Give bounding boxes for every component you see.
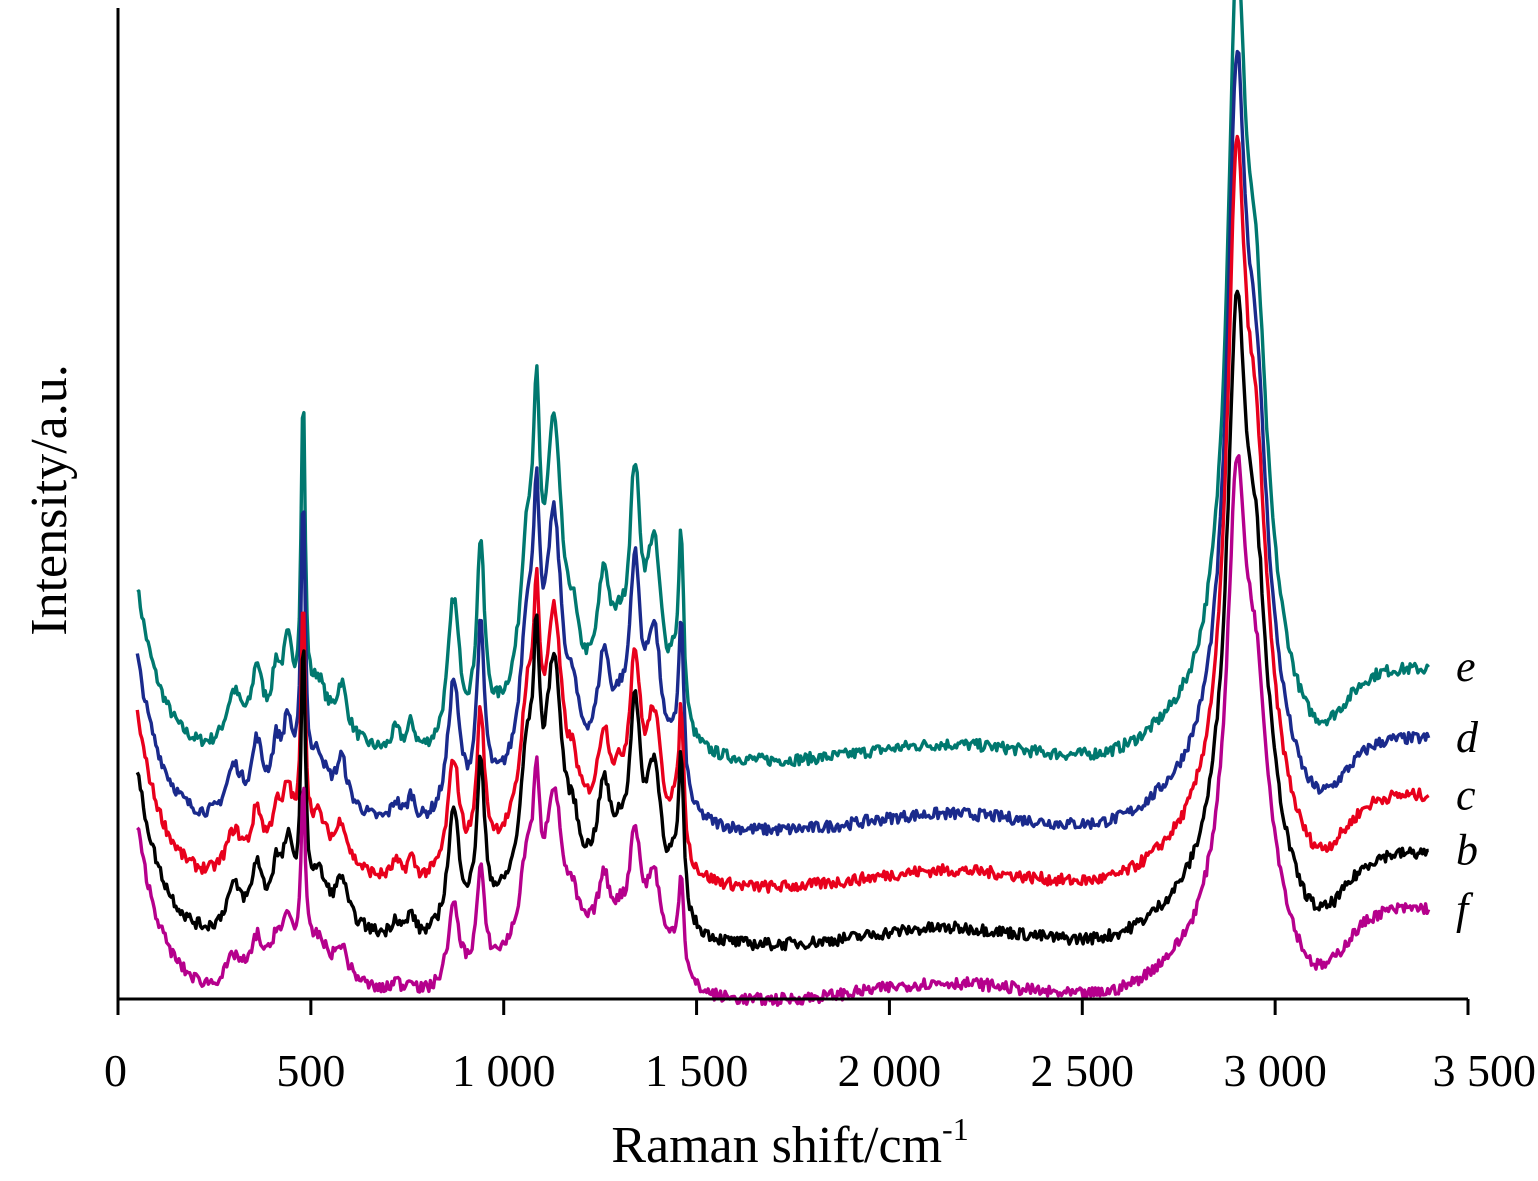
- x-ticks: 0 500 1 000 1 500 2 000 2 500 3 000 3 500: [104, 999, 1536, 1096]
- x-tick-label: 500: [276, 1045, 345, 1096]
- series-label-d: d: [1456, 713, 1479, 762]
- series-label-b: b: [1456, 825, 1478, 874]
- x-axis-title-superscript: -1: [942, 1111, 969, 1147]
- y-axis-title: Intensity/a.u.: [21, 364, 78, 636]
- series-line-b: [135, 289, 1429, 952]
- x-tick-label: 2 500: [1031, 1045, 1135, 1096]
- series-label-c: c: [1456, 771, 1476, 820]
- x-axis-title: Raman shift/cm-1: [611, 1111, 968, 1174]
- x-tick-label: 3 000: [1223, 1045, 1327, 1096]
- x-tick-label: 2 000: [838, 1045, 942, 1096]
- x-tick-label: 1 500: [645, 1045, 749, 1096]
- x-tick-label: 0: [104, 1045, 127, 1096]
- series-line-d: [135, 49, 1431, 837]
- series-label-f: f: [1456, 885, 1474, 934]
- series-label-e: e: [1456, 642, 1476, 691]
- series-line-c: [135, 134, 1430, 894]
- x-tick-label: 3 500: [1433, 1045, 1537, 1096]
- series-lines: [135, 0, 1431, 1007]
- x-tick-label: 1 000: [452, 1045, 556, 1096]
- series-line-e: [136, 0, 1430, 768]
- series-line-f: [136, 454, 1431, 1007]
